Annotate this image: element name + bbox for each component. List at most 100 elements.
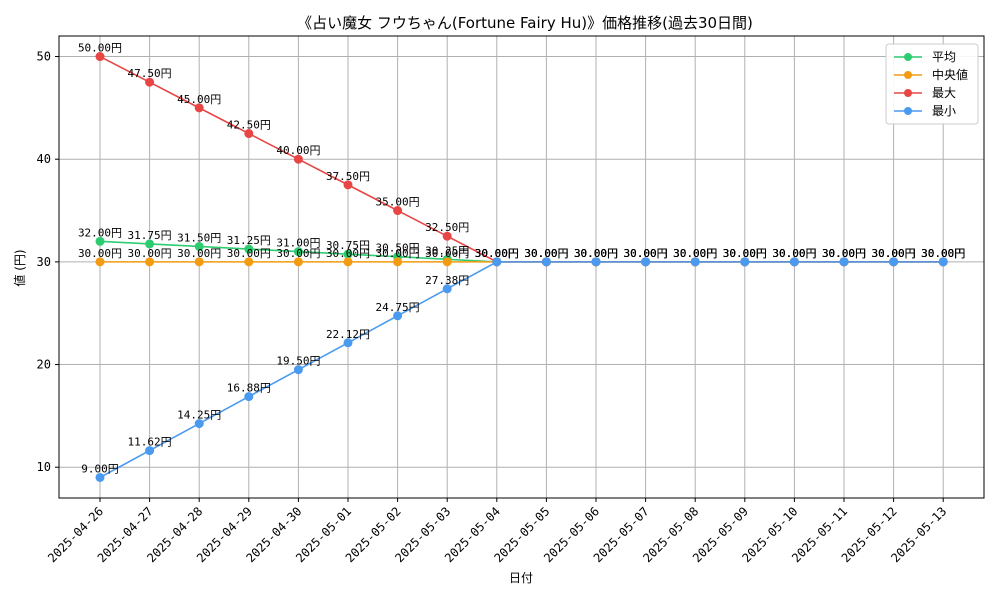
- data-point: [541, 257, 551, 267]
- plot-frame: [58, 35, 985, 499]
- data-label: 42.50円: [227, 119, 271, 132]
- data-label: 30.00円: [921, 247, 965, 260]
- series-layer: [95, 52, 948, 482]
- series-line: [99, 261, 944, 479]
- data-label: 30.00円: [624, 247, 668, 260]
- data-label: 50.00円: [78, 42, 122, 55]
- data-label: 30.00円: [723, 247, 767, 260]
- data-point: [244, 392, 254, 402]
- data-point: [194, 241, 204, 251]
- data-point: [442, 231, 452, 241]
- data-label: 24.75円: [376, 301, 420, 314]
- legend-swatch-marker: [904, 107, 912, 115]
- y-tick-label: 20: [37, 358, 51, 372]
- data-label: 31.00円: [276, 237, 320, 250]
- data-label: 30.00円: [723, 247, 767, 260]
- data-label: 11.62円: [128, 436, 172, 449]
- legend-box: [885, 43, 979, 125]
- data-label: 30.00円: [872, 247, 916, 260]
- data-label: 30.00円: [574, 247, 618, 260]
- data-point: [442, 284, 452, 294]
- data-label: 30.00円: [822, 247, 866, 260]
- data-point: [145, 77, 155, 87]
- y-tick-label: 10: [37, 460, 51, 474]
- data-point: [293, 154, 303, 164]
- legend-label: 中央値: [932, 67, 968, 82]
- data-point: [938, 257, 948, 267]
- data-label: 30.00円: [524, 247, 568, 260]
- data-label: 32.00円: [78, 226, 122, 239]
- data-point: [343, 338, 353, 348]
- data-label: 16.88円: [227, 382, 271, 395]
- data-label: 30.00円: [673, 247, 717, 260]
- data-point: [343, 180, 353, 190]
- legend-swatch-marker: [904, 89, 912, 97]
- data-point: [145, 239, 155, 249]
- series-3: [95, 257, 948, 482]
- data-point: [244, 257, 254, 267]
- data-label: 40.00円: [276, 144, 320, 157]
- data-label: 30.00円: [822, 247, 866, 260]
- data-point: [393, 311, 403, 321]
- data-point: [244, 129, 254, 139]
- data-point: [740, 257, 750, 267]
- data-label: 30.00円: [723, 247, 767, 260]
- data-label: 30.00円: [772, 247, 816, 260]
- x-axis-label: 日付: [509, 571, 533, 585]
- data-label: 30.00円: [624, 247, 668, 260]
- data-point: [343, 257, 353, 267]
- data-labels: 32.00円 31.75円 31.50円 31.25円 31.00円 30.75円 30.5…: [78, 42, 965, 476]
- data-label: 35.00円: [376, 196, 420, 209]
- data-label: 22.12円: [326, 328, 370, 341]
- grid: [59, 36, 984, 498]
- data-point: [889, 257, 899, 267]
- data-point: [492, 257, 502, 267]
- data-label: 30.75円: [326, 239, 370, 252]
- legend-label: 最小: [932, 104, 956, 118]
- data-label: 30.00円: [673, 247, 717, 260]
- data-label: 30.00円: [326, 247, 370, 260]
- data-label: 19.50円: [276, 355, 320, 368]
- data-point: [442, 257, 452, 267]
- legend-label: 最大: [932, 86, 956, 100]
- data-label: 30.00円: [872, 247, 916, 260]
- y-axis-label: 値 (円): [12, 249, 27, 286]
- data-label: 30.00円: [524, 247, 568, 260]
- data-point: [293, 247, 303, 257]
- data-label: 31.25円: [227, 234, 271, 247]
- data-label: 9.00円: [81, 462, 119, 475]
- data-label: 32.50円: [425, 221, 469, 234]
- data-label: 30.00円: [475, 247, 519, 260]
- data-point: [393, 257, 403, 267]
- data-point: [393, 206, 403, 216]
- data-point: [343, 249, 353, 259]
- data-label: 30.00円: [673, 247, 717, 260]
- data-label: 30.00円: [128, 247, 172, 260]
- data-point: [95, 52, 105, 62]
- data-label: 30.00円: [872, 247, 916, 260]
- data-label: 30.00円: [723, 247, 767, 260]
- data-label: 30.00円: [624, 247, 668, 260]
- data-label: 30.00円: [524, 247, 568, 260]
- data-label: 30.00円: [822, 247, 866, 260]
- data-label: 14.25円: [177, 409, 221, 422]
- data-point: [194, 103, 204, 113]
- data-label: 30.00円: [376, 247, 420, 260]
- data-point: [591, 257, 601, 267]
- data-label: 30.00円: [772, 247, 816, 260]
- data-label: 30.00円: [425, 247, 469, 260]
- y-tick-label: 50: [37, 50, 51, 64]
- data-point: [293, 257, 303, 267]
- chart-title: 《占い魔女 フウちゃん(Fortune Fairy Hu)》価格推移(過去30日…: [297, 14, 753, 32]
- data-label: 45.00円: [177, 93, 221, 106]
- data-label: 30.00円: [624, 247, 668, 260]
- data-point: [839, 257, 849, 267]
- data-label: 30.00円: [475, 247, 519, 260]
- data-point: [95, 257, 105, 267]
- data-point: [244, 244, 254, 254]
- data-label: 30.50円: [376, 242, 420, 255]
- data-label: 30.00円: [276, 247, 320, 260]
- data-label: 30.00円: [78, 247, 122, 260]
